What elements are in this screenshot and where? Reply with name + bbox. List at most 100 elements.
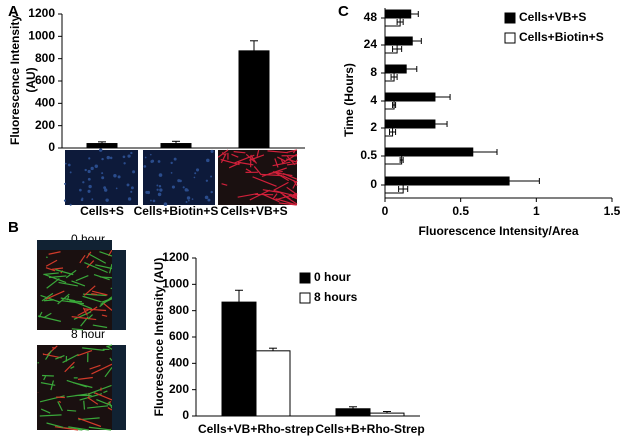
micrograph-fiber [103, 303, 113, 311]
x-tick-label: Cells+VB+Rho-strep [198, 422, 314, 436]
y-tick-label: 8 [370, 65, 377, 79]
micrograph-speck [158, 173, 163, 177]
micrograph-fiber [245, 153, 256, 163]
x-axis-label: Fluorescence Intensity/Area [418, 224, 578, 238]
micrograph-fiber [64, 361, 75, 373]
panel-label: B [8, 219, 19, 236]
y-tick-label: 1200 [28, 6, 55, 20]
micrograph-speck [101, 172, 104, 175]
micrograph-fiber [83, 308, 107, 312]
micrograph-speck [191, 198, 194, 200]
micrograph-fiber [43, 375, 47, 381]
micrograph-speck [87, 177, 91, 181]
micrograph-fiber [253, 166, 262, 175]
micrograph-speck [170, 161, 173, 165]
micrograph-fiber [278, 202, 297, 206]
micrograph-fiber [107, 407, 113, 411]
micrograph-fiber [108, 401, 113, 409]
micrograph-fiber [295, 159, 298, 162]
micrograph-fiber [286, 186, 298, 196]
y-tick-label: 800 [35, 51, 55, 65]
micrograph-fiber [67, 409, 77, 412]
micrograph-speck [64, 182, 67, 185]
micrograph-speck [104, 188, 108, 192]
micrograph-speck [63, 199, 67, 202]
micrograph-fiber [106, 344, 113, 348]
micrograph-fiber [48, 251, 61, 255]
micrograph-fiber [272, 161, 291, 167]
y-tick-label: 1200 [162, 250, 189, 264]
x-tick-label: 1 [533, 204, 540, 218]
micrograph-speck [158, 185, 162, 188]
x-tick-label: Cells+S [80, 204, 124, 218]
micrograph-speck [210, 190, 213, 194]
micrograph-fiber [46, 278, 60, 289]
micrograph-fiber [268, 170, 283, 175]
micrograph-fiber [77, 309, 89, 317]
micrograph-fiber [282, 175, 298, 183]
micrograph-fiber [89, 364, 101, 370]
micrograph-speck [99, 148, 103, 152]
micrograph-strip [112, 345, 126, 430]
micrograph-fiber [77, 417, 102, 428]
micrograph-fiber [70, 366, 75, 369]
micrograph-speck [106, 155, 111, 160]
micrograph-fiber [69, 299, 93, 310]
micrograph-speck [157, 160, 161, 163]
bar [335, 408, 371, 417]
micrograph-speck [210, 149, 214, 153]
y-tick-label: 4 [370, 93, 377, 107]
micrograph-speck [113, 174, 117, 178]
micrograph-speck [149, 153, 152, 156]
micrograph-strip [112, 250, 126, 330]
micrograph-speck [204, 195, 209, 200]
micrograph-speck [81, 197, 84, 200]
bar [86, 143, 118, 149]
micrograph-speck [82, 181, 85, 184]
micrograph-fiber [37, 315, 61, 322]
micrograph-fiber [51, 267, 64, 270]
micrograph-fiber [48, 275, 67, 279]
x-tick-label: Cells+B+Rho-Strep [315, 422, 424, 436]
micrograph-fiber [62, 353, 79, 364]
micrograph-fiber [77, 349, 93, 357]
micrograph-speck [88, 184, 92, 189]
micrograph-fiber [237, 192, 259, 198]
micrograph-fiber [77, 376, 93, 380]
micrograph-fiber [272, 193, 278, 200]
y-tick-label: 0.5 [360, 148, 377, 162]
y-tick-label: 200 [35, 118, 55, 132]
micrograph-speck [130, 186, 134, 190]
micrograph-fiber [42, 374, 54, 377]
micrograph-fiber [228, 161, 242, 169]
micrograph-fiber [45, 290, 65, 300]
micrograph-speck [101, 157, 104, 161]
micrograph-fiber [66, 379, 87, 388]
micrograph-fiber [45, 259, 58, 267]
micrograph-speck [126, 183, 130, 187]
micrograph-strip [37, 240, 112, 250]
x-tick-label: 0 [382, 204, 389, 218]
micrograph-fiber [86, 251, 92, 259]
y-tick-label: 600 [169, 329, 189, 343]
legend-label: 0 hour [314, 270, 351, 284]
micrograph-fiber [68, 426, 89, 431]
micrograph-fiber [61, 300, 84, 305]
micrograph-speck [170, 172, 173, 174]
micrograph-speck [185, 201, 188, 204]
micrograph-speck [194, 172, 197, 175]
micrograph-speck [193, 176, 196, 179]
micrograph-fiber [277, 156, 286, 162]
y-tick-label: 200 [169, 382, 189, 396]
y-tick-label: 600 [35, 73, 55, 87]
micrograph-speck [127, 154, 131, 158]
micrograph-fiber [66, 393, 88, 398]
micrograph-fiber [88, 426, 112, 431]
micrograph-fiber [45, 267, 56, 272]
micrograph-fiber [57, 401, 63, 412]
micrograph-fiber [91, 363, 113, 375]
micrograph-speck [94, 164, 99, 168]
micrograph-fiber [263, 194, 280, 203]
micrograph-speck [179, 179, 182, 183]
